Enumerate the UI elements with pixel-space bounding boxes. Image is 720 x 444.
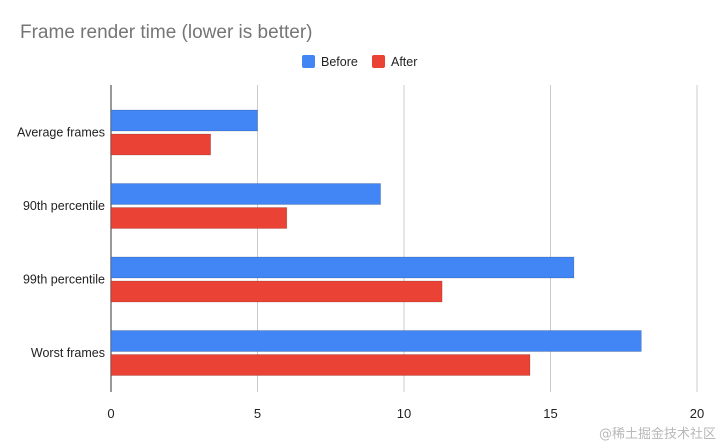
x-tick-label-15: 15 bbox=[543, 406, 557, 421]
category-label-worst-frames: Worst frames bbox=[31, 346, 105, 360]
x-tick-label-10: 10 bbox=[397, 406, 411, 421]
legend-swatch-after bbox=[372, 55, 385, 68]
watermark-text: @稀土掘金技术社区 bbox=[599, 426, 716, 442]
chart-legend: Before After bbox=[302, 55, 417, 69]
legend-swatch-before bbox=[302, 55, 315, 68]
x-axis-tick-labels: 0 5 10 15 20 bbox=[107, 406, 704, 421]
bar-99th-percentile-before bbox=[110, 256, 575, 279]
category-label-99th-percentile: 99th percentile bbox=[23, 273, 105, 287]
bar-worst-frames-after bbox=[110, 354, 531, 376]
legend-label-before: Before bbox=[321, 55, 358, 69]
bar-average-frames-after bbox=[110, 133, 211, 156]
category-label-90th-percentile: 90th percentile bbox=[23, 199, 105, 213]
bar-average-frames-before bbox=[110, 109, 258, 132]
x-tick-label-5: 5 bbox=[254, 406, 261, 421]
category-label-average-frames: Average frames bbox=[17, 126, 105, 140]
chart-title: Frame render time (lower is better) bbox=[20, 22, 312, 43]
bar-90th-percentile-before bbox=[110, 183, 381, 205]
bar-series bbox=[110, 109, 642, 376]
category-labels: Average frames 90th percentile 99th percen… bbox=[17, 126, 105, 361]
bar-worst-frames-before bbox=[110, 330, 642, 352]
x-tick-label-0: 0 bbox=[107, 406, 114, 421]
bar-99th-percentile-after bbox=[110, 280, 443, 303]
legend-label-after: After bbox=[391, 55, 417, 69]
bar-90th-percentile-after bbox=[110, 207, 288, 229]
x-tick-label-20: 20 bbox=[690, 406, 704, 421]
